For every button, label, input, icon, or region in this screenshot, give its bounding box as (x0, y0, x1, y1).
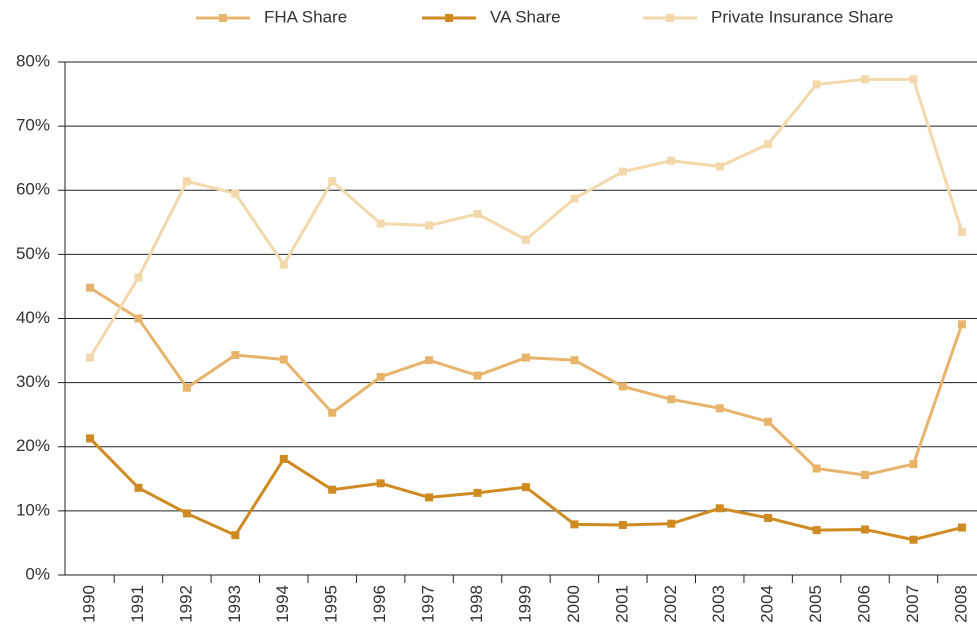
point-marker (86, 434, 94, 443)
legend-marker (219, 14, 227, 22)
point-marker (957, 227, 966, 236)
point-marker (909, 535, 918, 544)
point-marker (328, 408, 337, 417)
point-marker (764, 140, 773, 149)
point-marker (618, 520, 627, 529)
point-marker (764, 417, 773, 426)
x-tick-label: 2003 (709, 585, 728, 623)
point-marker (279, 454, 288, 463)
point-marker (861, 75, 870, 84)
x-tick-label: 2000 (564, 585, 583, 623)
x-tick-label: 1994 (273, 585, 292, 623)
point-marker (957, 523, 966, 532)
x-tick-label: 2002 (661, 585, 680, 623)
point-marker (425, 221, 434, 230)
x-tick-label: 1999 (515, 585, 534, 623)
point-marker (715, 162, 724, 171)
point-marker (328, 177, 337, 186)
point-marker (521, 235, 530, 244)
point-marker (909, 460, 918, 469)
point-marker (279, 260, 288, 269)
point-marker (86, 283, 94, 292)
point-marker (182, 509, 191, 518)
point-marker (618, 382, 627, 391)
point-marker (812, 80, 821, 89)
point-marker (957, 320, 966, 329)
x-tick-label: 1991 (128, 585, 147, 623)
x-tick-label: 1995 (322, 585, 341, 623)
legend-marker (445, 14, 453, 22)
y-tick-label: 60% (16, 180, 50, 199)
point-marker (715, 404, 724, 413)
point-marker (521, 353, 530, 362)
point-marker (231, 351, 240, 360)
point-marker (425, 493, 434, 502)
x-tick-label: 1990 (79, 585, 98, 623)
series-line (88, 77, 964, 359)
x-tick-label: 1992 (176, 585, 195, 623)
point-marker (812, 526, 821, 535)
point-marker (376, 479, 385, 488)
x-tick-label: 2007 (903, 585, 922, 623)
point-marker (182, 383, 191, 392)
point-marker (376, 219, 385, 228)
point-marker (715, 504, 724, 513)
point-marker (134, 314, 143, 323)
point-marker (909, 75, 918, 84)
point-marker (376, 372, 385, 381)
point-marker (86, 353, 94, 362)
legend-label: Private Insurance Share (711, 7, 893, 26)
y-tick-label: 10% (16, 500, 50, 519)
point-marker (764, 513, 773, 522)
point-marker (473, 209, 482, 218)
x-tick-label: 2006 (855, 585, 874, 623)
point-marker (473, 488, 482, 497)
point-marker (521, 483, 530, 492)
point-marker (570, 520, 579, 529)
point-marker (473, 371, 482, 380)
x-tick-label: 2005 (806, 585, 825, 623)
point-marker (134, 483, 143, 492)
point-marker (231, 189, 240, 198)
point-marker (182, 177, 191, 186)
point-marker (667, 156, 676, 165)
point-marker (618, 167, 627, 176)
point-marker (667, 395, 676, 404)
point-marker (425, 356, 434, 365)
y-tick-label: 80% (16, 51, 50, 70)
y-tick-label: 40% (16, 308, 50, 327)
x-tick-label: 2001 (612, 585, 631, 623)
x-tick-label: 1998 (467, 585, 486, 623)
legend-marker (666, 14, 674, 22)
point-marker (570, 194, 579, 203)
point-marker (231, 531, 240, 540)
point-marker (134, 273, 143, 282)
point-marker (279, 355, 288, 364)
x-tick-label: 2008 (951, 585, 970, 623)
point-marker (570, 356, 579, 365)
legend-label: VA Share (490, 7, 561, 26)
y-tick-label: 20% (16, 436, 50, 455)
x-tick-label: 1996 (370, 585, 389, 623)
y-tick-label: 70% (16, 116, 50, 135)
y-tick-label: 0% (25, 564, 50, 583)
point-marker (861, 525, 870, 534)
x-tick-label: 2004 (758, 585, 777, 623)
legend-label: FHA Share (264, 7, 347, 26)
point-marker (812, 464, 821, 473)
x-tick-label: 1993 (225, 585, 244, 623)
point-marker (667, 519, 676, 528)
point-marker (861, 470, 870, 479)
x-tick-label: 1997 (419, 585, 438, 623)
y-tick-label: 50% (16, 244, 50, 263)
point-marker (328, 485, 337, 494)
y-tick-label: 30% (16, 372, 50, 391)
